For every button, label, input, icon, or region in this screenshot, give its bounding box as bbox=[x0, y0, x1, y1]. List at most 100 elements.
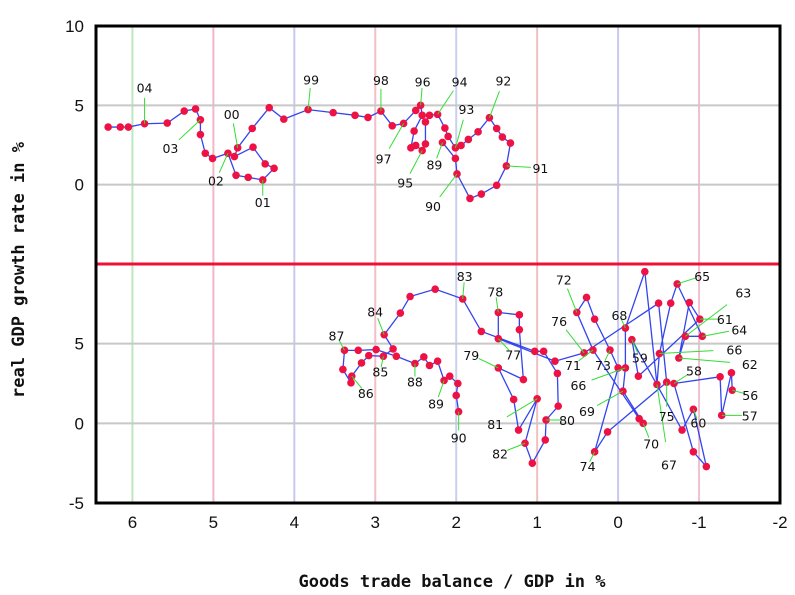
data-point bbox=[421, 118, 430, 126]
year-label: 62 bbox=[742, 357, 758, 372]
data-point bbox=[232, 171, 240, 180]
label-leader-line bbox=[692, 409, 698, 419]
label-leader-line bbox=[436, 142, 443, 159]
data-point bbox=[431, 285, 439, 293]
year-label: 84 bbox=[367, 305, 383, 320]
data-point bbox=[453, 170, 461, 178]
data-point bbox=[498, 133, 507, 141]
year-label: 69 bbox=[579, 404, 595, 419]
label-leader-line bbox=[620, 318, 626, 329]
label-leader-line bbox=[462, 282, 465, 299]
year-label: 89 bbox=[426, 157, 442, 172]
label-leader-line bbox=[506, 442, 526, 451]
data-point bbox=[354, 346, 363, 355]
data-point bbox=[208, 154, 217, 163]
year-label: 81 bbox=[487, 417, 503, 432]
year-label: 95 bbox=[397, 176, 413, 191]
data-point bbox=[196, 130, 205, 139]
label-leader-line bbox=[678, 357, 730, 363]
data-point bbox=[364, 351, 373, 360]
x-tick-label: 1 bbox=[532, 513, 541, 532]
data-point bbox=[396, 309, 405, 317]
label-leader-line bbox=[684, 304, 728, 337]
data-point bbox=[163, 119, 172, 127]
year-label: 72 bbox=[556, 272, 572, 287]
data-point bbox=[530, 347, 539, 356]
year-label: 99 bbox=[303, 73, 319, 88]
data-point bbox=[466, 194, 474, 203]
data-point bbox=[418, 111, 427, 120]
x-tick-label: -2 bbox=[772, 513, 787, 532]
data-point bbox=[551, 357, 559, 365]
year-label: 01 bbox=[255, 195, 271, 210]
data-point bbox=[582, 293, 591, 302]
label-leader-line bbox=[454, 119, 464, 148]
data-point bbox=[372, 345, 380, 354]
x-tick-label: -1 bbox=[691, 513, 706, 532]
label-leader-line bbox=[578, 349, 594, 362]
y-tick-label: 0 bbox=[75, 176, 84, 195]
data-point bbox=[201, 149, 210, 158]
year-label: 02 bbox=[208, 173, 224, 188]
label-leader-line bbox=[677, 277, 696, 285]
data-point bbox=[270, 164, 278, 173]
year-label: 67 bbox=[661, 457, 677, 472]
year-label: 78 bbox=[487, 284, 503, 299]
data-point bbox=[389, 345, 397, 353]
label-leader-line bbox=[495, 297, 499, 313]
data-point bbox=[678, 426, 686, 434]
data-point bbox=[340, 346, 349, 355]
x-tick-label: 6 bbox=[128, 513, 137, 532]
data-point bbox=[590, 315, 599, 323]
label-leader-line bbox=[566, 288, 578, 313]
label-leader-line bbox=[420, 88, 423, 106]
data-point bbox=[494, 364, 503, 372]
x-tick-label: 3 bbox=[371, 513, 380, 532]
data-point bbox=[279, 115, 288, 123]
data-point bbox=[104, 123, 112, 131]
data-point bbox=[440, 376, 448, 385]
data-point bbox=[727, 369, 736, 377]
year-label: 89 bbox=[428, 396, 444, 411]
data-point bbox=[553, 369, 562, 378]
y-tick-label: 10 bbox=[65, 17, 84, 36]
y-tick-label: -5 bbox=[69, 494, 84, 513]
year-label: 97 bbox=[376, 151, 392, 166]
series-layer bbox=[104, 101, 737, 471]
data-point bbox=[339, 365, 347, 374]
data-point bbox=[388, 122, 397, 130]
year-label: 91 bbox=[532, 161, 548, 176]
label-leader-line bbox=[673, 373, 689, 384]
year-label: 59 bbox=[632, 351, 648, 366]
data-point bbox=[519, 375, 528, 384]
data-point bbox=[554, 402, 563, 410]
data-point bbox=[441, 124, 449, 132]
label-leader-line bbox=[642, 423, 650, 438]
data-point bbox=[451, 154, 460, 163]
data-point bbox=[528, 459, 537, 467]
label-leader-line bbox=[596, 390, 624, 406]
data-point bbox=[702, 462, 711, 471]
data-point bbox=[515, 311, 524, 319]
label-leader-line bbox=[380, 356, 384, 368]
data-point bbox=[477, 327, 486, 336]
data-point bbox=[249, 143, 257, 152]
data-point bbox=[452, 391, 461, 400]
data-point bbox=[191, 105, 200, 113]
label-leader-line bbox=[488, 90, 500, 118]
data-point bbox=[716, 373, 724, 381]
label-leader-line bbox=[338, 339, 345, 351]
year-label: 70 bbox=[643, 436, 659, 451]
year-label: 63 bbox=[735, 285, 751, 300]
data-point bbox=[230, 152, 239, 161]
data-point bbox=[641, 267, 649, 276]
label-leader-line bbox=[604, 349, 611, 362]
year-label: 90 bbox=[425, 199, 441, 214]
data-point bbox=[433, 357, 442, 365]
data-point bbox=[673, 280, 681, 288]
year-label: 83 bbox=[457, 269, 473, 284]
label-leader-line bbox=[732, 389, 746, 395]
year-label: 57 bbox=[742, 408, 758, 423]
